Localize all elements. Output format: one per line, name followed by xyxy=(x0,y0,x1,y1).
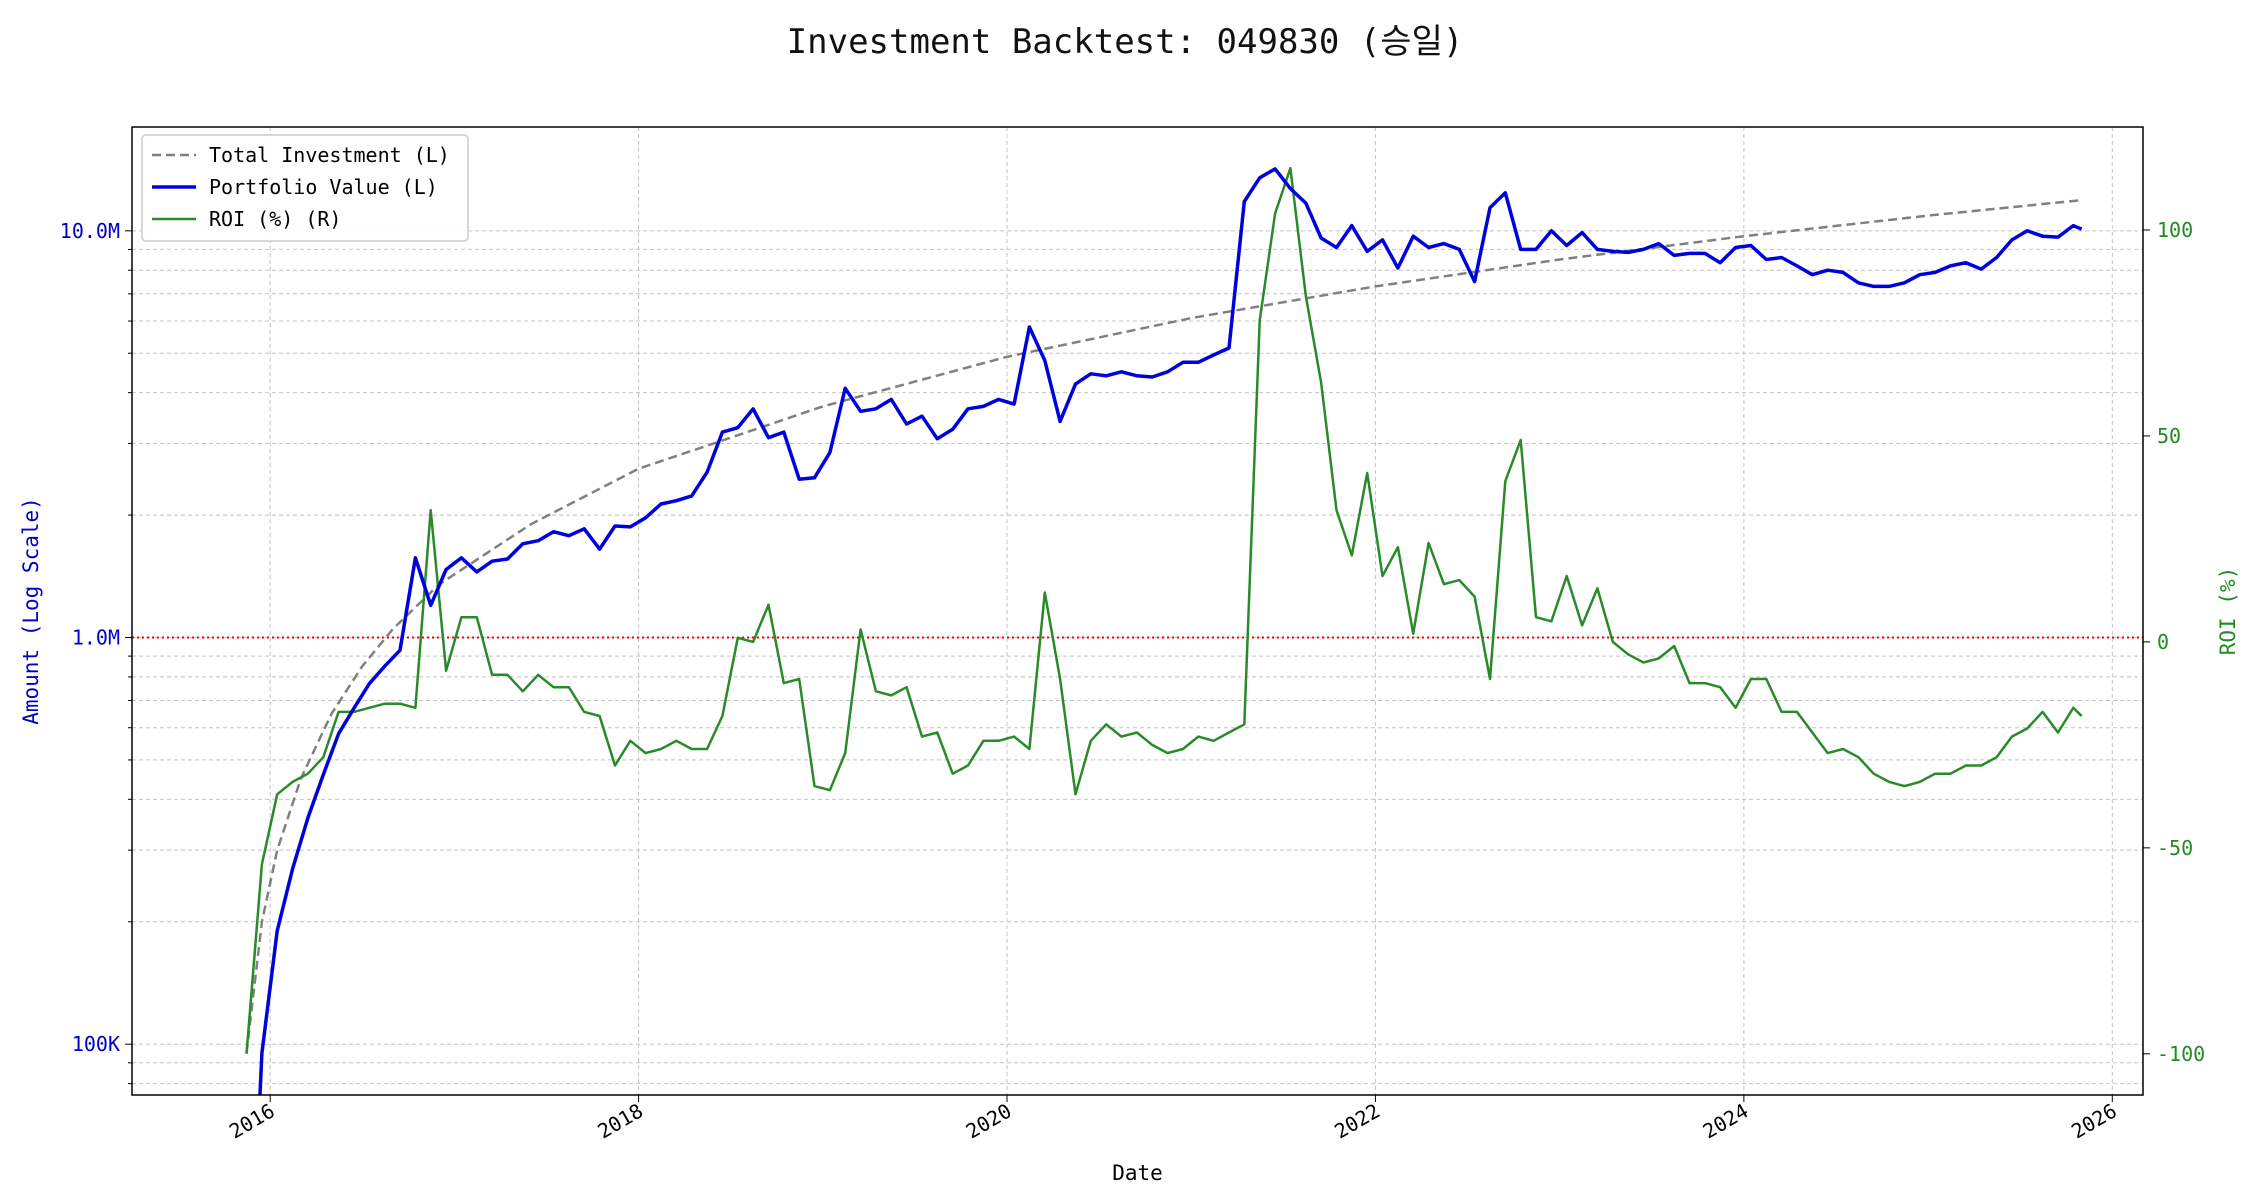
y-right-tick-label: -50 xyxy=(2157,836,2193,860)
legend-label: ROI (%) (R) xyxy=(209,207,341,231)
total-investment-line xyxy=(245,198,2082,1054)
x-tick-label: 2018 xyxy=(593,1099,647,1144)
y-right-tick-label: 100 xyxy=(2157,218,2193,242)
y-left-tick-label: 100K xyxy=(72,1032,120,1056)
x-tick-label: 2022 xyxy=(1330,1099,1384,1144)
roi-line xyxy=(245,166,2083,1054)
chart-title: Investment Backtest: 049830 (승일) xyxy=(786,22,1464,62)
legend-box xyxy=(141,134,469,242)
x-tick-label: 2020 xyxy=(962,1099,1016,1144)
plot-frame xyxy=(131,126,2144,1096)
x-tick-label: 2016 xyxy=(225,1099,279,1144)
legend-label: Total Investment (L) xyxy=(209,143,450,167)
x-axis-label: Date xyxy=(1112,1161,1163,1185)
y-right-tick-label: 50 xyxy=(2157,424,2181,448)
portfolio-value-line xyxy=(258,167,2083,1095)
y-right-axis-label: ROI (%) xyxy=(2216,567,2240,656)
x-tick-label: 2026 xyxy=(2067,1099,2121,1144)
legend-label: Portfolio Value (L) xyxy=(209,175,438,199)
x-tick-label: 2024 xyxy=(1699,1099,1753,1144)
y-left-axis-label: Amount (Log Scale) xyxy=(19,497,43,725)
y-right-tick-label: 0 xyxy=(2157,630,2169,654)
y-left-tick-label: 10.0M xyxy=(60,219,120,243)
y-left-tick-label: 1.0M xyxy=(72,626,120,650)
y-right-tick-label: -100 xyxy=(2157,1042,2205,1066)
